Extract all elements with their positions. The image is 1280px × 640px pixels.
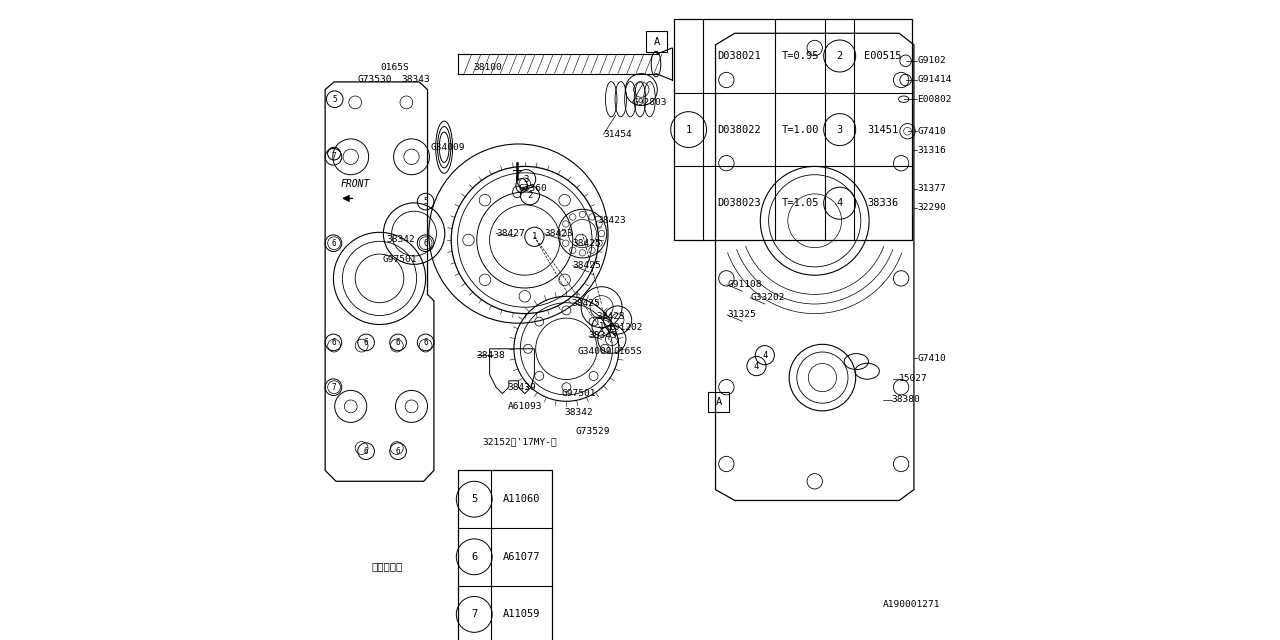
Text: G33202: G33202 [750, 293, 785, 302]
Text: 31325: 31325 [727, 310, 755, 319]
Text: 32152（'17MY-）: 32152（'17MY-） [483, 437, 557, 446]
Text: 6: 6 [364, 338, 369, 347]
Text: 32290: 32290 [916, 204, 946, 212]
Text: A190001271: A190001271 [883, 600, 941, 609]
Text: 4: 4 [837, 198, 842, 208]
Text: G91414: G91414 [916, 76, 951, 84]
Text: 38425: 38425 [571, 300, 600, 308]
Text: A: A [716, 397, 722, 407]
Text: G73530: G73530 [358, 76, 392, 84]
Text: 1: 1 [686, 125, 691, 134]
Text: 5: 5 [471, 494, 477, 504]
Text: 38380: 38380 [891, 396, 920, 404]
Text: G97501: G97501 [562, 389, 596, 398]
Text: E01202: E01202 [608, 323, 643, 332]
Text: 38423: 38423 [596, 312, 625, 321]
Text: 1: 1 [599, 322, 604, 331]
Bar [709, 392, 730, 412]
Text: A61093: A61093 [507, 402, 541, 411]
Text: 31316: 31316 [916, 146, 946, 155]
Text: 0165S: 0165S [613, 348, 641, 356]
Text: E00802: E00802 [916, 95, 951, 104]
Text: 7: 7 [332, 152, 335, 161]
Text: 38425: 38425 [573, 261, 602, 270]
Text: T=0.95: T=0.95 [781, 51, 819, 61]
Text: 1: 1 [531, 232, 538, 241]
Text: 3: 3 [524, 175, 529, 184]
Text: 4: 4 [762, 351, 768, 360]
Bar [675, 19, 911, 240]
Text: G9102: G9102 [916, 56, 946, 65]
Text: 38439: 38439 [507, 383, 536, 392]
Text: G91108: G91108 [727, 280, 762, 289]
Text: T=1.00: T=1.00 [781, 125, 819, 134]
Text: 4: 4 [754, 362, 759, 371]
Text: 31377: 31377 [916, 184, 946, 193]
Text: 15027: 15027 [900, 374, 928, 383]
Text: 38438: 38438 [477, 351, 506, 360]
Text: 38342: 38342 [387, 236, 415, 244]
Text: 38343: 38343 [402, 76, 430, 84]
Text: 38423: 38423 [596, 216, 626, 225]
Text: 38425: 38425 [573, 239, 602, 248]
Text: 38427: 38427 [497, 229, 525, 238]
Text: T=1.05: T=1.05 [781, 198, 819, 208]
Text: 2: 2 [527, 191, 532, 200]
Text: A: A [654, 36, 659, 47]
Text: 7: 7 [332, 383, 335, 392]
Text: E00515: E00515 [864, 51, 902, 61]
Text: A11059: A11059 [503, 609, 540, 620]
Text: 6: 6 [424, 239, 428, 248]
Text: D038022: D038022 [717, 125, 762, 134]
Text: 38100: 38100 [474, 63, 502, 72]
Text: 31454: 31454 [604, 130, 632, 139]
Text: 5: 5 [424, 197, 428, 206]
Bar [646, 31, 667, 52]
Text: 5: 5 [333, 95, 337, 104]
Text: G7410: G7410 [916, 127, 946, 136]
Text: 0165S: 0165S [381, 63, 410, 72]
Text: FRONT: FRONT [340, 179, 370, 189]
Text: 7: 7 [471, 609, 477, 620]
Text: G3360: G3360 [518, 184, 547, 193]
Text: A61077: A61077 [503, 552, 540, 562]
Text: 6: 6 [364, 447, 369, 456]
Text: 38336: 38336 [868, 198, 899, 208]
Text: 31451: 31451 [868, 125, 899, 134]
Text: 38343: 38343 [589, 332, 617, 340]
Text: 6: 6 [332, 338, 335, 347]
Text: 6: 6 [396, 338, 401, 347]
Text: G92803: G92803 [632, 98, 667, 107]
Text: 6: 6 [332, 239, 335, 248]
Text: 6: 6 [471, 552, 477, 562]
Text: D038023: D038023 [717, 198, 762, 208]
Text: G7410: G7410 [916, 354, 946, 363]
Text: 6: 6 [396, 447, 401, 456]
Text: G34009: G34009 [430, 143, 465, 152]
Text: 6: 6 [424, 338, 428, 347]
Bar [458, 470, 552, 640]
Text: G34009: G34009 [577, 348, 612, 356]
Text: 38423: 38423 [544, 229, 572, 238]
Text: A11060: A11060 [503, 494, 540, 504]
Text: 2: 2 [837, 51, 842, 61]
Text: G97501: G97501 [383, 255, 417, 264]
Text: 3: 3 [837, 125, 842, 134]
Text: G73529: G73529 [576, 428, 611, 436]
Text: D038021: D038021 [717, 51, 762, 61]
Text: ＜後方図＞: ＜後方図＞ [371, 561, 403, 572]
Text: 38342: 38342 [564, 408, 593, 417]
